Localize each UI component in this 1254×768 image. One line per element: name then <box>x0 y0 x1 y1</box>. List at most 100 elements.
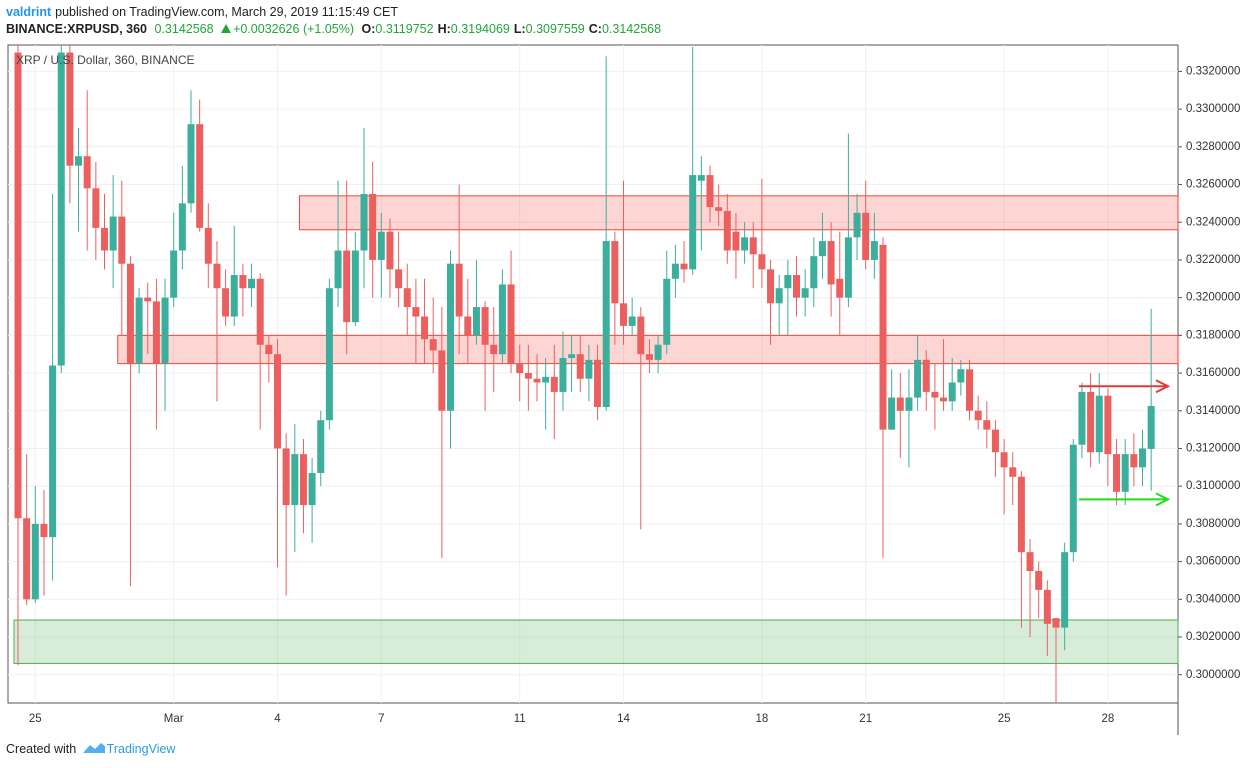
candle-body <box>905 397 913 411</box>
candle-body <box>31 523 39 600</box>
candle-body <box>914 359 922 398</box>
y-tick-label: 0.3280000 <box>1186 141 1240 153</box>
y-tick-label: 0.3160000 <box>1186 367 1240 379</box>
candle-body <box>118 216 126 264</box>
y-tick-label: 0.3240000 <box>1186 216 1240 228</box>
brand-logo <box>82 743 105 753</box>
candle-body <box>533 378 541 383</box>
arrow-head <box>1155 379 1171 394</box>
candle-body <box>421 316 429 340</box>
candle-body <box>291 454 299 506</box>
candle-body <box>170 250 178 298</box>
y-tick-label: 0.3260000 <box>1186 179 1240 191</box>
candle-body <box>801 288 809 298</box>
candle-body <box>1009 467 1017 477</box>
candle-body <box>645 354 653 360</box>
ohlc-label: H: <box>437 22 451 36</box>
candle-body <box>991 429 999 453</box>
arrow-head <box>1155 492 1171 507</box>
candle-body <box>793 275 800 298</box>
candle-body <box>550 376 558 392</box>
y-tick-label: 0.3120000 <box>1186 443 1240 455</box>
candle-body <box>317 420 325 473</box>
zone <box>298 195 1179 231</box>
candle-body <box>507 284 515 364</box>
candle-body <box>447 263 454 411</box>
x-tick-label: 14 <box>617 713 630 725</box>
candle-body <box>671 263 679 279</box>
candle-body <box>83 156 91 189</box>
candle-body <box>230 275 238 317</box>
publish-line: valdrint published on TradingView.com, Ma… <box>6 5 402 19</box>
candle-body <box>152 301 160 364</box>
ohlc-value: 0.3097559 <box>525 22 585 36</box>
x-tick-label: 25 <box>29 713 42 725</box>
candle-body <box>1017 476 1025 553</box>
candle-body <box>758 254 766 270</box>
up-triangle <box>221 24 232 33</box>
x-tick-label: Mar <box>164 713 184 725</box>
candle-body <box>196 124 204 228</box>
candle-body <box>369 193 377 260</box>
candle-body <box>576 354 584 379</box>
candle-body <box>343 250 351 323</box>
candle-body <box>1026 552 1034 572</box>
candle-body <box>568 354 576 358</box>
candle-body <box>187 124 195 204</box>
candle-body <box>126 263 134 364</box>
candle-body <box>282 448 290 506</box>
plot-frame <box>7 44 1179 704</box>
y-tick-label: 0.3060000 <box>1186 556 1240 568</box>
candle-body <box>784 275 792 289</box>
x-tick-label: 25 <box>998 713 1011 725</box>
candle-body <box>524 373 532 379</box>
candle-body <box>940 397 948 402</box>
x-tick-label: 28 <box>1102 713 1115 725</box>
candle-body <box>1139 448 1146 468</box>
candle-body <box>204 227 212 264</box>
change: +0.0032626 (+1.05%) <box>233 22 355 36</box>
candle-body <box>628 316 636 326</box>
x-tick-label: 11 <box>514 713 526 725</box>
candle-body <box>109 216 117 251</box>
candle-body <box>1069 444 1077 553</box>
candle-body <box>620 303 627 326</box>
candle-body <box>706 175 714 208</box>
candle-body <box>213 263 221 289</box>
candle-body <box>464 316 472 336</box>
candle-body <box>360 193 368 251</box>
candle-body <box>178 203 186 251</box>
candle-body <box>1061 552 1069 628</box>
candle-body <box>438 350 446 411</box>
ohlc-value: 0.3142568 <box>601 22 662 36</box>
candle-body <box>741 237 749 251</box>
candle-body <box>395 269 403 289</box>
candle-body <box>818 241 826 257</box>
y-tick-label: 0.3140000 <box>1186 405 1240 417</box>
candle-body <box>888 397 896 430</box>
candle-body <box>23 518 31 600</box>
candle-body <box>351 250 359 323</box>
ohlc-value: 0.3194069 <box>450 22 510 36</box>
x-tick-label: 7 <box>378 713 384 725</box>
x-tick-label: 21 <box>859 713 872 725</box>
candle-body <box>957 369 965 383</box>
candle-body <box>844 237 852 298</box>
chart-title: XRP / U.S. Dollar, 360, BINANCE <box>16 53 195 67</box>
candle-body <box>377 231 385 260</box>
candle-body <box>732 231 740 251</box>
zones <box>13 195 1179 664</box>
candle-body <box>498 284 506 355</box>
candle-body <box>974 410 982 421</box>
y-tick-label: 0.3220000 <box>1186 254 1240 266</box>
candle-body <box>853 212 861 238</box>
candle-body <box>594 359 602 407</box>
y-tick-label: 0.3080000 <box>1186 518 1240 530</box>
candle-body <box>57 52 65 366</box>
y-tick-label: 0.3320000 <box>1186 65 1240 77</box>
candle-body <box>222 288 230 317</box>
candle-body <box>611 241 619 304</box>
zone <box>117 334 1179 365</box>
candle-body <box>49 365 57 538</box>
